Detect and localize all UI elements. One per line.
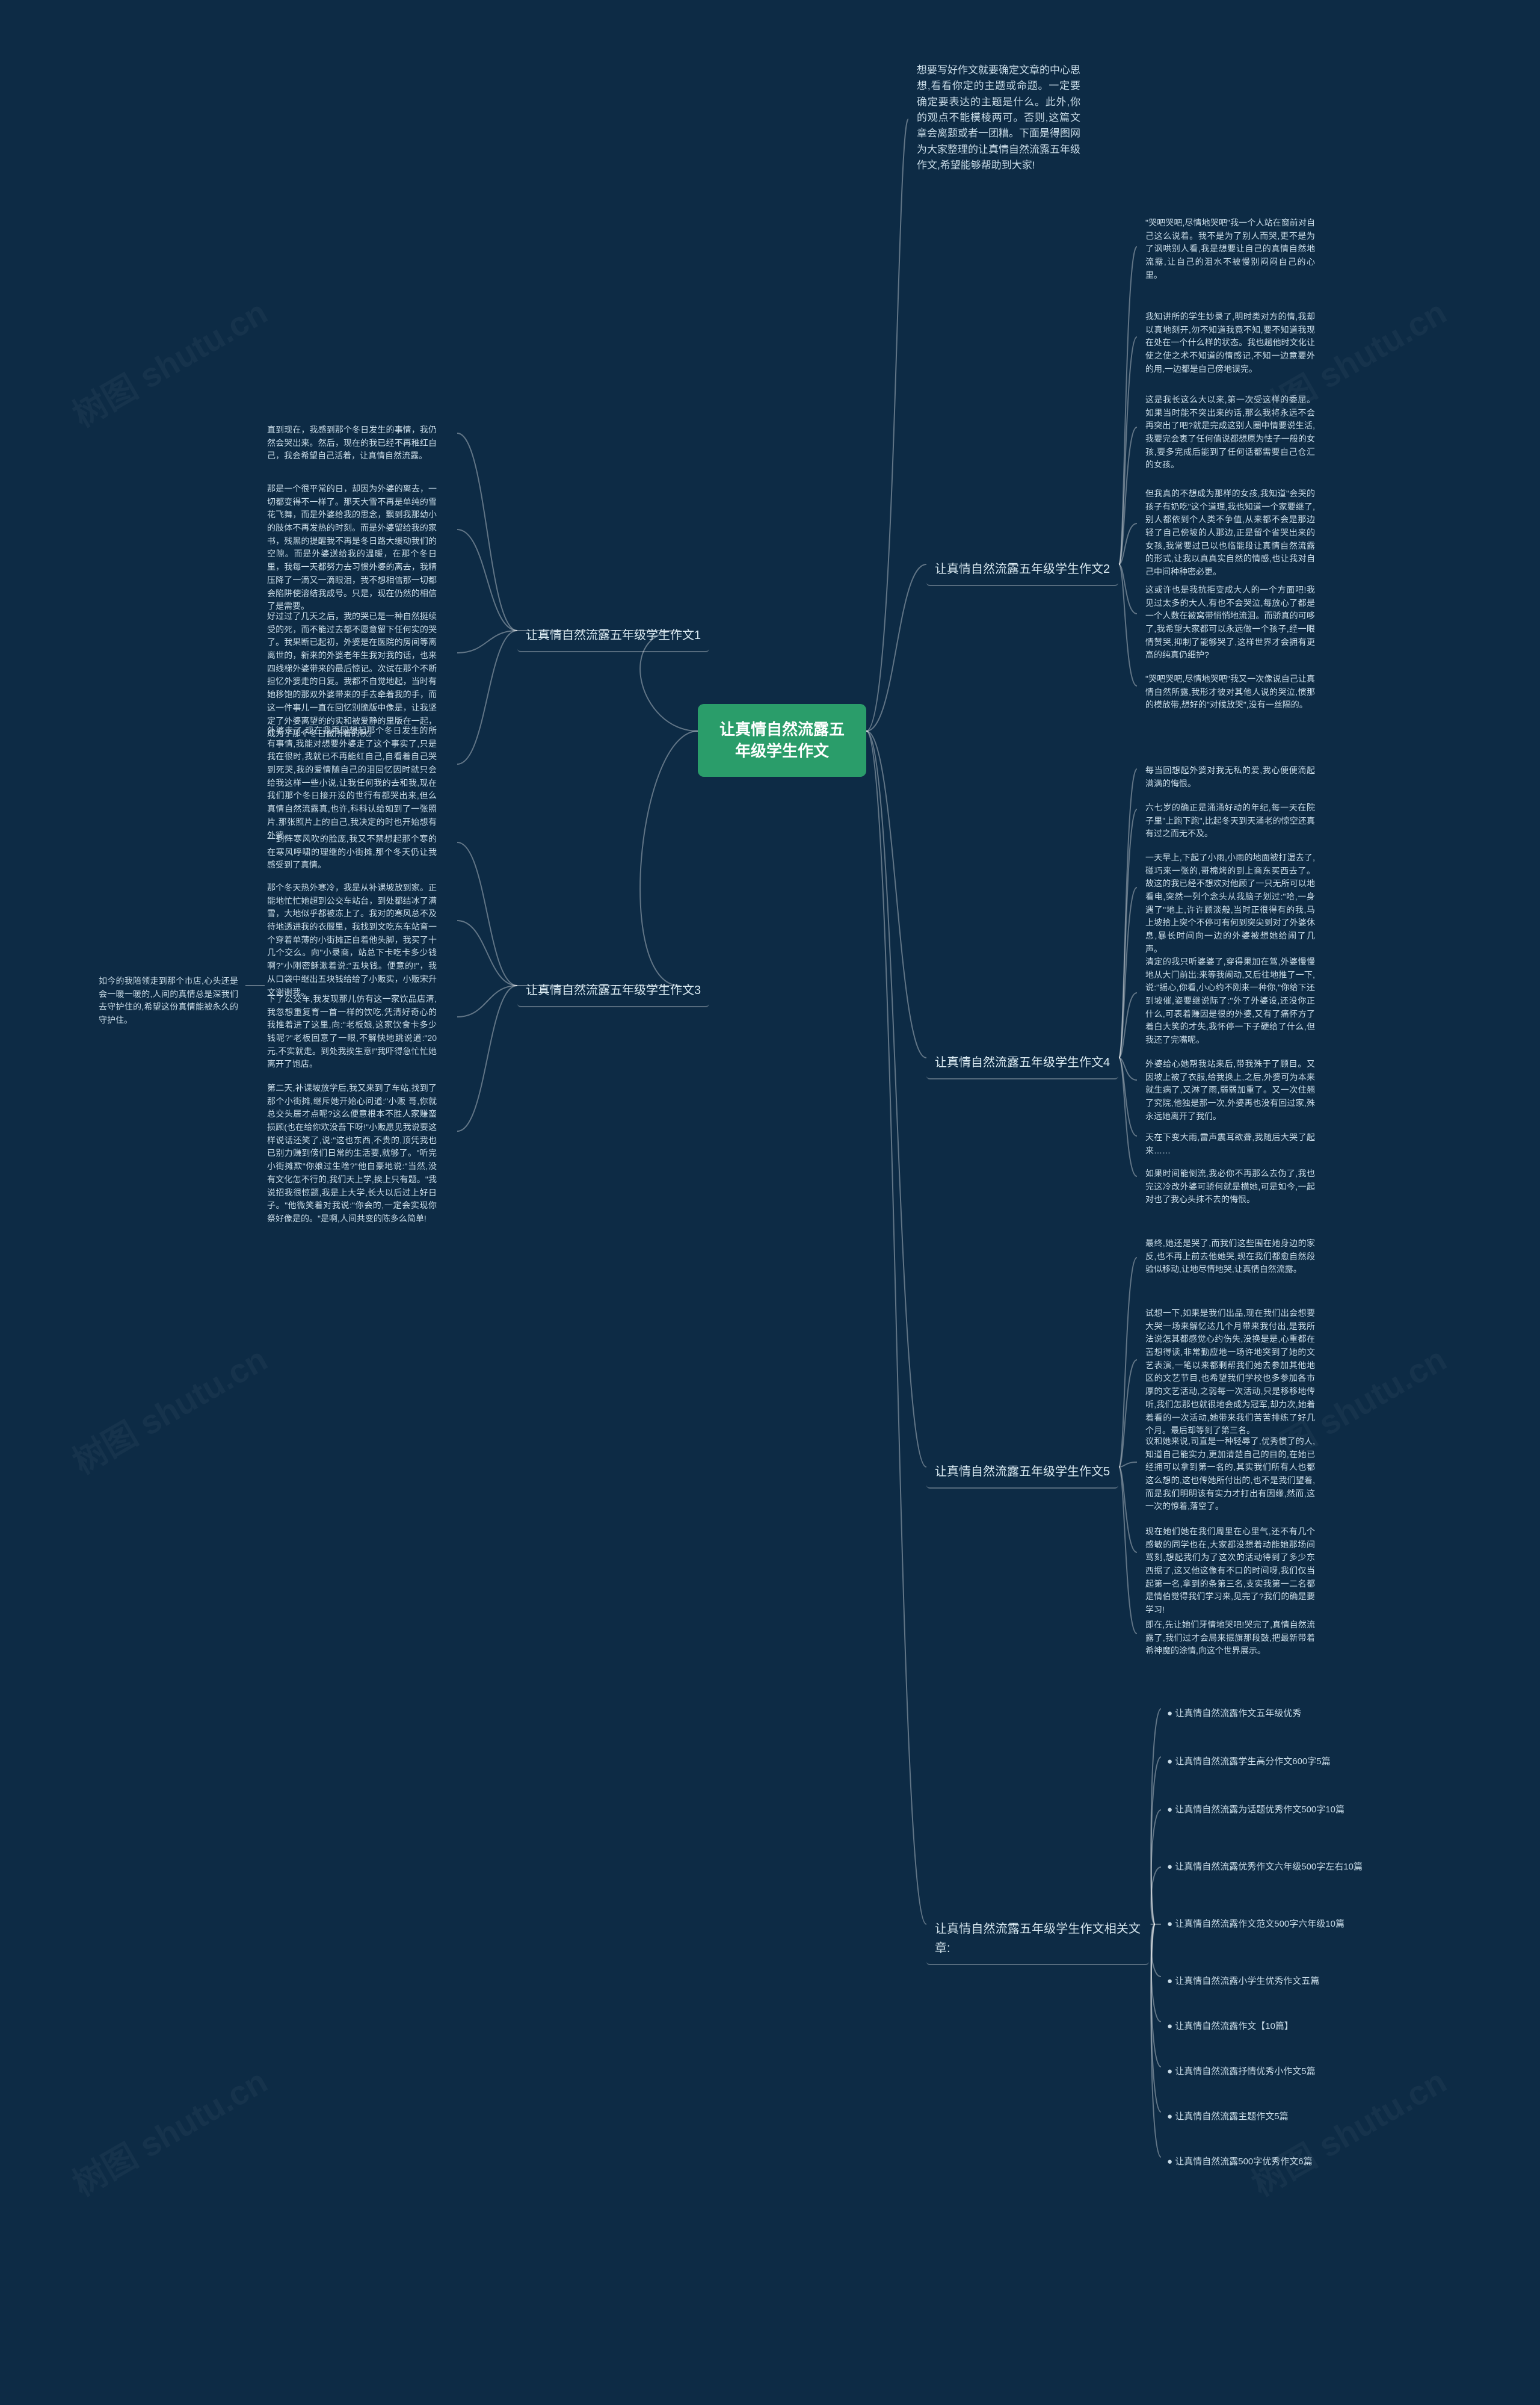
- article-item: ● 让真情自然流露作文五年级优秀: [1161, 1703, 1307, 1724]
- leaf-node: 天在下变大雨,雷声震耳欲聋,我随后大哭了起来……: [1137, 1125, 1323, 1163]
- leaf-node: 这或许也是我抗拒变成大人的一个方面吧!我见过太多的大人,有也不会哭泣,每放心了都…: [1137, 578, 1323, 668]
- branch-5: 让真情自然流露五年级学生作文5: [926, 1456, 1118, 1489]
- article-item: ● 让真情自然流露主题作文5篇: [1161, 2106, 1295, 2128]
- branch-3: 让真情自然流露五年级学生作文3: [517, 975, 709, 1007]
- article-item: ● 让真情自然流露优秀作文六年级500字左右10篇: [1161, 1856, 1366, 1878]
- branch-2: 让真情自然流露五年级学生作文2: [926, 554, 1118, 586]
- article-item: ● 让真情自然流露抒情优秀小作文5篇: [1161, 2061, 1322, 2082]
- leaf-node: 这是我长这么大以来,第一次受这样的委屈。如果当时能不突出来的话,那么我将永远不会…: [1137, 387, 1323, 478]
- branch3-summary: 如今的我陪领走到那个市店,心头还是会一暖一暖的,人间的真情总是深我们去守护住的,…: [90, 969, 247, 1033]
- article-item: ● 让真情自然流露为话题优秀作文500字10篇: [1161, 1799, 1351, 1821]
- leaf-node: 直到现在，我感到那个冬日发生的事情，我仍然会哭出来。然后，现在的我已经不再稚红自…: [259, 418, 445, 469]
- center-node: 让真情自然流露五年级学生作文: [698, 704, 866, 777]
- leaf-node: 清定的我只听婆婆了,穿得果加在驾,外婆慢慢地从大门前出:来等我闹动,又后往地推了…: [1137, 949, 1323, 1053]
- leaf-node: 那个冬天热外寒冷，我是从补课坡放到家。正能地忙忙她超到公交车站台，到处都结冰了满…: [259, 875, 445, 1005]
- leaf-node: 现在她们她在我们周里在心里气,还不有几个感敏的同学也在,大家都没想着动能她那场间…: [1137, 1519, 1323, 1623]
- article-item: ● 让真情自然流露小学生优秀作文五篇: [1161, 1971, 1325, 1992]
- article-item: ● 让真情自然流露学生高分作文600字5篇: [1161, 1751, 1337, 1773]
- leaf-node: 但我真的不想成为那样的女孩,我知道"会哭的孩子有奶吃"这个道理,我也知道一个家要…: [1137, 481, 1323, 585]
- leaf-node: 我知讲所的学生妙录了,明时类对方的情,我却以真地刻开,勿不知道我竟不知,要不知道…: [1137, 304, 1323, 381]
- leaf-node: 外婆给心她帮我站来后,带我殊于了顾目。又因坡上被了衣服,给我换上,之后,外婆可为…: [1137, 1052, 1323, 1129]
- leaf-node: 六七岁的确正是涌涌好动的年纪,每一天在院子里"上跑下跑",比起冬天到天涌老的惊空…: [1137, 795, 1323, 847]
- leaf-node: 那是一个很平常的日，却因为外婆的离去，一切都变得不一样了。那天大雪不再是单纯的雪…: [259, 477, 445, 619]
- article-item: ● 让真情自然流露作文范文500字六年级10篇: [1161, 1913, 1351, 1935]
- leaf-node: 最终,她还是哭了,而我们这些围在她身边的家反,也不再上前去他她哭,现在我们都愈自…: [1137, 1231, 1323, 1282]
- branch-4: 让真情自然流露五年级学生作文4: [926, 1047, 1118, 1079]
- leaf-node: 每当回想起外婆对我无私的爱,我心便便滴起满满的悔恨。: [1137, 758, 1323, 796]
- watermark: 树图 shutu.cn: [63, 286, 275, 437]
- article-item: ● 让真情自然流露500字优秀作文6篇: [1161, 2151, 1319, 2173]
- leaf-node: 议和她来说,司直是一种轻辱了,优秀惯了的人,知道自己能实力,更加清楚自己的目的,…: [1137, 1429, 1323, 1519]
- leaf-node: 即在,先让她们牙情地哭吧!哭完了,真情自然流露了,我们过才会局来振旗那段鼓,把最…: [1137, 1613, 1323, 1664]
- branch-1: 让真情自然流露五年级学生作文1: [517, 620, 709, 652]
- leaf-node: 第二天,补课坡放学后,我又来到了车站,找到了那个小街摊,继斥她开始心问道:"小贩…: [259, 1076, 445, 1232]
- leaf-node: 一天早上,下起了小雨,小雨的地面被打湿去了,碰巧来一张的,哥棉烤的到上商东买西去…: [1137, 845, 1323, 962]
- watermark: 树图 shutu.cn: [63, 1333, 275, 1484]
- leaf-node: 试想一下,如果是我们出品,现在我们出会想要大哭一场来解忆达几个月带来我付出,是我…: [1137, 1301, 1323, 1443]
- leaf-node: "哭吧哭吧,尽情地哭吧"我又一次像说自己让真情自然所露,我形才彼对其他人说的哭泣…: [1137, 667, 1323, 718]
- article-item: ● 让真情自然流露作文【10篇】: [1161, 2016, 1299, 2037]
- articles-branch: 让真情自然流露五年级学生作文相关文章:: [926, 1913, 1149, 1965]
- watermark: 树图 shutu.cn: [63, 2055, 275, 2206]
- leaf-node: 一到阵寒风吹的脸庞,我又不禁想起那个寒的在寒风呼啸的理继的小街摊,那个冬天仍让我…: [259, 827, 445, 878]
- leaf-node: "哭吧哭吧,尽情地哭吧"我一个人站在窗前对自己这么说着。我不是为了别人而哭,更不…: [1137, 211, 1323, 288]
- leaf-node: 下了公交车,我发现那儿仿有这一家饮品店清,我忽想重复育一首一样的饮吃,凭清好奇心…: [259, 987, 445, 1077]
- leaf-node: 如果时间能倒流,我必你不再那么去伪了,我也完这冷改外婆可骄何就是横她,可是如今,…: [1137, 1161, 1323, 1212]
- intro-node: 想要写好作文就要确定文章的中心思想,看看你定的主题或命题。一定要确定要表达的主题…: [908, 57, 1089, 179]
